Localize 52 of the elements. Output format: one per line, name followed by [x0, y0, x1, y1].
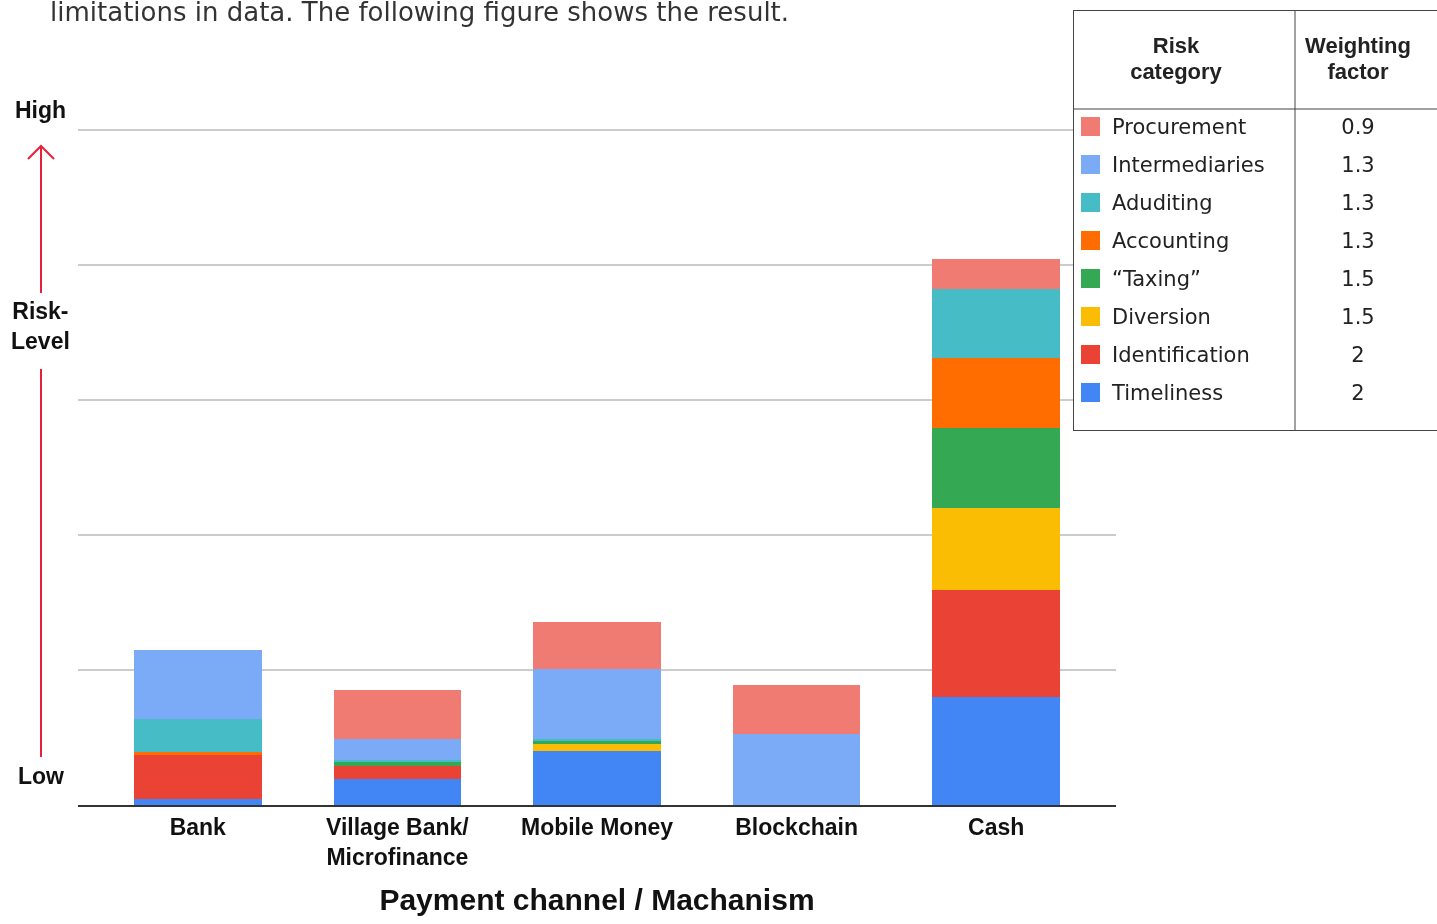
bar — [133, 650, 262, 720]
legend-label: Procurement — [1111, 114, 1248, 141]
bar — [133, 719, 262, 753]
text: 2 — [1350, 342, 1366, 369]
bar — [533, 622, 661, 670]
bar — [133, 752, 262, 755]
bar — [732, 684, 861, 735]
bar — [932, 696, 1061, 805]
bar — [133, 798, 262, 805]
text: 2 — [1350, 380, 1366, 407]
bar — [333, 689, 462, 739]
bar — [533, 669, 661, 739]
text: Low — [18, 763, 65, 789]
text: 1.3 — [1340, 190, 1376, 217]
bar — [133, 754, 262, 799]
bar — [333, 765, 462, 779]
bar — [932, 589, 1061, 697]
y-axis-title: Risk-Level — [11, 298, 70, 354]
bar — [732, 734, 861, 805]
bar — [333, 778, 462, 805]
text: 0.9 — [1340, 114, 1376, 141]
x-tick-label: Bank — [169, 813, 227, 840]
bar — [533, 743, 661, 751]
text: 1.3 — [1340, 228, 1376, 255]
bar — [333, 738, 462, 760]
text: Weighting factor — [1304, 32, 1412, 86]
text: High — [15, 97, 67, 123]
x-tick-label: Cash — [968, 813, 1025, 840]
x-axis-title: Payment channel / Machanism — [379, 882, 815, 916]
legend-label: Intermediaries — [1111, 152, 1266, 179]
x-tick-label: Blockchain — [735, 813, 858, 840]
legend-label: Timeliness — [1111, 380, 1225, 407]
legend-label: Accounting — [1111, 228, 1231, 255]
bar — [932, 289, 1061, 358]
bar — [932, 427, 1061, 508]
bar — [932, 357, 1061, 428]
bar — [932, 507, 1061, 590]
legend-label: Aduditing — [1111, 190, 1214, 217]
text: 1.3 — [1340, 152, 1376, 179]
x-tick-label: Mobile Money — [520, 813, 674, 840]
text: 1.5 — [1340, 304, 1376, 331]
text: limitations in data. The following figure shows the result. — [50, 0, 790, 27]
legend-title: Risk category — [1129, 32, 1223, 86]
bar — [333, 761, 462, 766]
bar — [932, 259, 1061, 290]
legend-label: “Taxing” — [1111, 266, 1202, 293]
x-tick-label: Village Bank/ Microfinance — [326, 813, 470, 870]
bar — [333, 759, 462, 762]
legend-label: Diversion — [1111, 304, 1212, 331]
text: 1.5 — [1340, 266, 1376, 293]
bar — [533, 750, 661, 805]
legend-label: Identification — [1111, 342, 1251, 369]
